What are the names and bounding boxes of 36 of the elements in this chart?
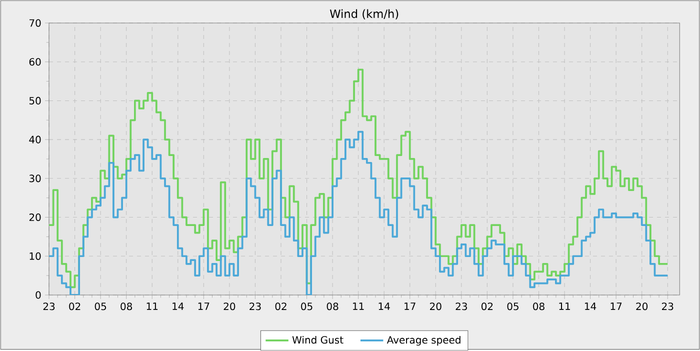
x-tick-label: 11 [146, 302, 158, 310]
y-tick-label: 40 [29, 136, 41, 144]
x-tick-label: 23 [662, 302, 674, 310]
x-tick-label: 20 [430, 302, 442, 310]
x-tick-label: 17 [404, 302, 416, 310]
x-tick-label: 05 [507, 302, 518, 310]
chart-title: Wind (km/h) [330, 9, 398, 20]
x-tick-label: 20 [636, 302, 648, 310]
x-tick-label: 20 [224, 302, 236, 310]
x-tick-label: 23 [456, 302, 467, 310]
x-tick-label: 14 [378, 302, 390, 310]
y-tick-label: 60 [29, 58, 41, 66]
legend-label: Wind Gust [292, 336, 344, 344]
x-tick-label: 08 [120, 302, 132, 310]
x-tick-label: 11 [353, 302, 364, 310]
x-tick-label: 14 [585, 302, 596, 310]
y-tick-label: 20 [29, 214, 41, 222]
y-tick-label: 30 [29, 174, 41, 182]
x-tick-label: 08 [326, 302, 338, 310]
y-tick-label: 0 [36, 291, 41, 299]
x-tick-label: 05 [94, 302, 106, 310]
x-tick-label: 23 [250, 302, 261, 310]
x-tick-label: 11 [559, 302, 570, 310]
y-tick-label: 70 [30, 19, 41, 27]
x-tick-label: 02 [482, 302, 493, 310]
x-tick-label: 17 [610, 302, 622, 310]
x-tick-label: 17 [198, 302, 210, 310]
x-tick-label: 02 [69, 302, 80, 310]
x-tick-label: 02 [275, 302, 286, 310]
x-tick-label: 23 [43, 302, 55, 310]
x-tick-label: 14 [172, 302, 184, 310]
legend-label: Average speed [386, 336, 460, 346]
x-tick-label: 05 [301, 302, 312, 310]
y-tick-label: 50 [29, 97, 41, 105]
x-tick-label: 08 [533, 302, 544, 310]
y-tick-label: 10 [30, 252, 41, 260]
